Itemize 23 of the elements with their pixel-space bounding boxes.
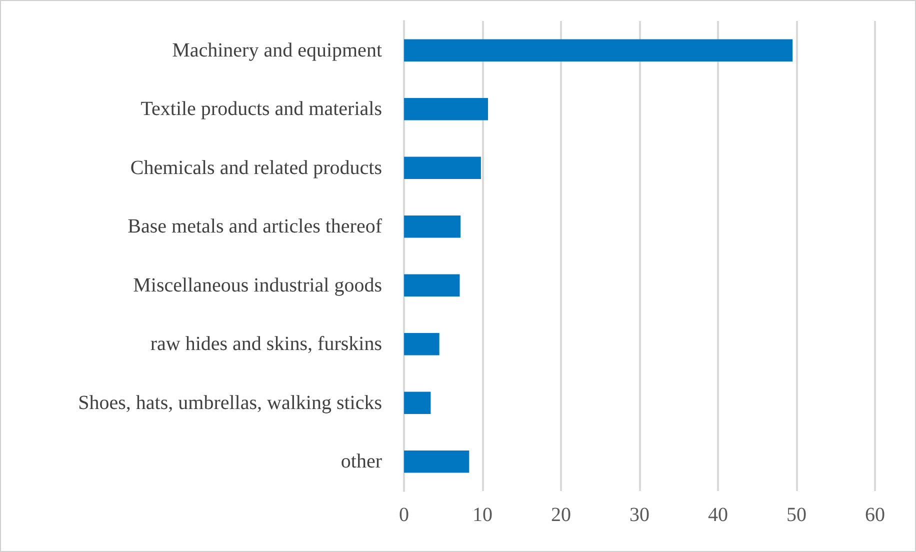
bar [404,215,461,238]
x-tick-label: 30 [630,504,650,526]
bar [404,332,440,356]
x-tick-label: 0 [399,504,409,526]
bar [404,450,470,473]
y-tick-label: Machinery and equipment [172,39,382,62]
x-tick-label: 50 [786,504,806,526]
bar [404,39,793,62]
y-tick-label: Shoes, hats, umbrellas, walking sticks [78,392,382,414]
bar [404,98,488,120]
y-tick-label: Miscellaneous industrial goods [133,274,382,296]
x-tick-label: 10 [472,504,492,526]
bar [404,274,460,297]
x-tick-label: 40 [708,504,728,526]
bar [404,392,431,414]
x-tick-label: 60 [865,504,885,526]
y-tick-label: other [340,450,382,473]
y-tick-label: Base metals and articles thereof [128,216,382,238]
y-tick-label: Textile products and materials [140,98,382,120]
bar [404,156,481,180]
y-tick-label: Chemicals and related products [130,156,382,179]
y-tick-label: raw hides and skins, furskins [150,333,382,356]
x-tick-label: 20 [551,504,571,526]
